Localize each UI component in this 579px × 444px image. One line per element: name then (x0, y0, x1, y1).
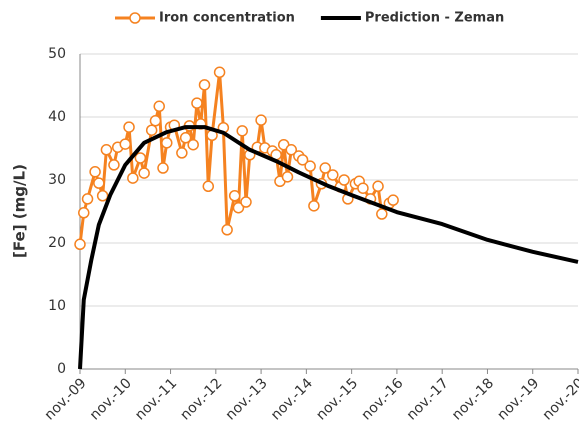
data-point (232, 201, 245, 214)
data-point (240, 196, 252, 208)
data-point (191, 97, 203, 109)
data-point (93, 177, 105, 189)
y-tick-label: 50 (48, 46, 66, 62)
data-point (221, 224, 233, 236)
data-point (157, 162, 169, 174)
series-line (78, 125, 579, 370)
x-tick-label: nov.-13 (223, 375, 271, 423)
data-point (338, 174, 350, 186)
data-point (176, 147, 188, 159)
data-point (228, 190, 241, 202)
data-point (296, 154, 309, 166)
data-point (376, 208, 388, 220)
x-tick-label: nov.-16 (359, 375, 407, 423)
x-tick-label: nov.-17 (404, 375, 452, 423)
data-point (327, 169, 339, 181)
x-tick-label: nov.-20 (540, 375, 579, 423)
data-point (372, 180, 384, 193)
y-tick-label: 20 (48, 235, 66, 251)
data-point (145, 124, 158, 136)
x-tick-label: nov.-10 (87, 375, 135, 423)
data-point (100, 144, 113, 156)
y-tick-label: 0 (57, 361, 66, 377)
x-tick-label: nov.-11 (132, 375, 180, 423)
x-tick-label: nov.-09 (42, 375, 90, 423)
data-point (187, 138, 199, 151)
data-point (74, 238, 86, 251)
x-tick-label: nov.-18 (449, 375, 497, 423)
data-point (198, 79, 211, 91)
x-tick-label: nov.-15 (313, 375, 361, 423)
data-point (89, 166, 101, 178)
y-axis-label: [Fe] (mg/L) (11, 164, 29, 258)
x-tick-label: nov.-14 (268, 375, 316, 423)
data-point (161, 137, 173, 149)
data-point (202, 180, 215, 193)
data-point (281, 171, 294, 183)
data-point (78, 207, 90, 219)
legend-marker (129, 12, 141, 24)
data-point (153, 100, 165, 113)
y-tick-label: 40 (48, 109, 66, 125)
data-point (285, 144, 298, 156)
data-point (319, 162, 331, 174)
data-point (81, 193, 94, 205)
y-tick-label: 10 (48, 298, 66, 314)
data-point (127, 172, 139, 184)
series-line (78, 70, 395, 245)
data-point (304, 160, 316, 172)
legend-label: Prediction - Zeman (365, 11, 504, 26)
data-point (308, 200, 320, 212)
data-point (138, 167, 150, 179)
y-tick-label: 30 (48, 172, 66, 188)
data-point (213, 66, 226, 79)
data-point (255, 114, 267, 126)
data-point (387, 194, 399, 206)
data-point (179, 132, 192, 144)
x-tick-label: nov.-12 (177, 375, 225, 423)
x-tick-label: nov.-19 (494, 375, 542, 423)
data-point (123, 121, 135, 133)
data-point (149, 115, 162, 127)
data-point (236, 125, 248, 137)
data-point (96, 190, 109, 202)
data-point (134, 152, 147, 164)
data-point (108, 159, 120, 171)
data-point (119, 138, 132, 150)
legend-label: Iron concentration (159, 11, 295, 26)
data-point (357, 182, 369, 194)
